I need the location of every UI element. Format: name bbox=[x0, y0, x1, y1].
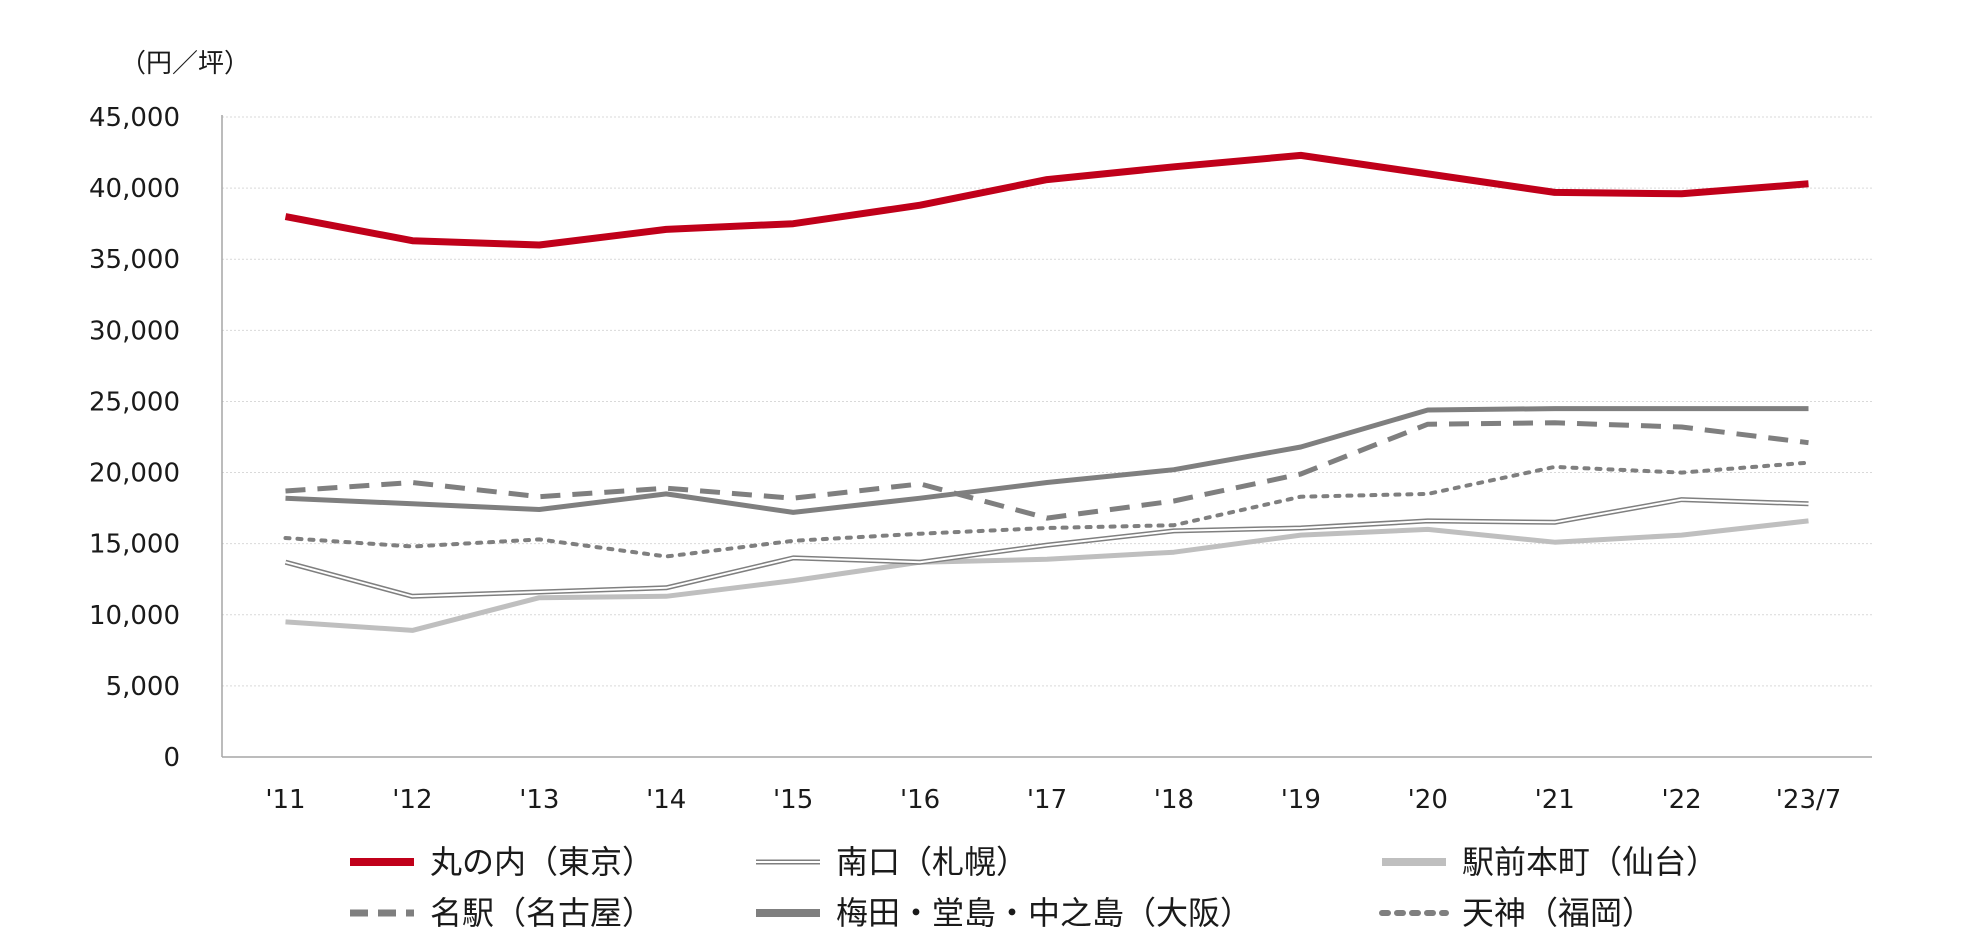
x-tick-label: '20 bbox=[1408, 785, 1448, 815]
legend-label: 南口（札幌） bbox=[836, 843, 1028, 881]
legend-label: 梅田・堂島・中之島（大阪） bbox=[836, 894, 1252, 932]
series-1-line-inner bbox=[285, 498, 1809, 598]
series-4-line bbox=[285, 406, 1809, 515]
series-1-line bbox=[284, 497, 1809, 599]
series-lines bbox=[283, 151, 1811, 633]
x-tick-label: '22 bbox=[1661, 785, 1701, 815]
x-tick-label: '13 bbox=[519, 785, 559, 815]
x-tick-label: '17 bbox=[1027, 785, 1067, 815]
y-tick-label: 0 bbox=[163, 743, 180, 773]
series-3-point bbox=[918, 482, 922, 486]
x-tick-label: '14 bbox=[646, 785, 686, 815]
y-tick-label: 40,000 bbox=[89, 174, 180, 204]
legend-label: 名駅（名古屋） bbox=[430, 894, 654, 932]
x-tick-label: '15 bbox=[773, 785, 813, 815]
series-0-line bbox=[284, 151, 1809, 249]
y-tick-label: 35,000 bbox=[89, 245, 180, 275]
legend-label: 駅前本町（仙台） bbox=[1462, 843, 1718, 881]
x-tick-labels: '11 '12 '13 '14 '15 '16 '17 '18 '19 '20 '21 '22 '23/… bbox=[265, 785, 1841, 815]
x-tick-label: '16 bbox=[900, 785, 940, 815]
y-unit-label: （円／坪） bbox=[120, 49, 250, 79]
series-5-point bbox=[1426, 492, 1430, 496]
series-5-line bbox=[283, 460, 1811, 559]
series-3-point bbox=[791, 496, 795, 500]
legend-label: 天神（福岡） bbox=[1462, 894, 1654, 932]
y-tick-label: 10,000 bbox=[89, 601, 180, 631]
axes bbox=[221, 115, 1872, 758]
x-tick-label: '19 bbox=[1281, 785, 1321, 815]
y-tick-label: 25,000 bbox=[89, 387, 180, 417]
gridlines bbox=[222, 116, 1872, 687]
y-tick-label: 5,000 bbox=[106, 672, 180, 702]
legend-label: 丸の内（東京） bbox=[430, 843, 654, 881]
series-2-line bbox=[285, 518, 1809, 633]
y-tick-label: 20,000 bbox=[89, 459, 180, 489]
legend: 丸の内（東京） 南口（札幌） 駅前本町（仙台） 名駅（名古屋） 梅田・堂島・中之島（大阪… bbox=[350, 843, 1718, 932]
x-tick-label: '21 bbox=[1535, 785, 1575, 815]
x-tick-label: '18 bbox=[1154, 785, 1194, 815]
y-tick-label: 45,000 bbox=[89, 103, 180, 133]
y-tick-label: 15,000 bbox=[89, 530, 180, 560]
x-tick-label: '11 bbox=[265, 785, 305, 815]
x-tick-label: '12 bbox=[392, 785, 432, 815]
series-3-point bbox=[664, 486, 668, 490]
y-tick-labels: 0 5,000 10,000 15,000 20,000 25,000 30,000 35,0… bbox=[89, 103, 180, 773]
series-5-point bbox=[1045, 526, 1049, 530]
x-tick-label: '23/7 bbox=[1776, 785, 1842, 815]
series-3-line bbox=[285, 420, 1809, 521]
series-5-point bbox=[1807, 461, 1811, 465]
y-tick-label: 30,000 bbox=[89, 316, 180, 346]
